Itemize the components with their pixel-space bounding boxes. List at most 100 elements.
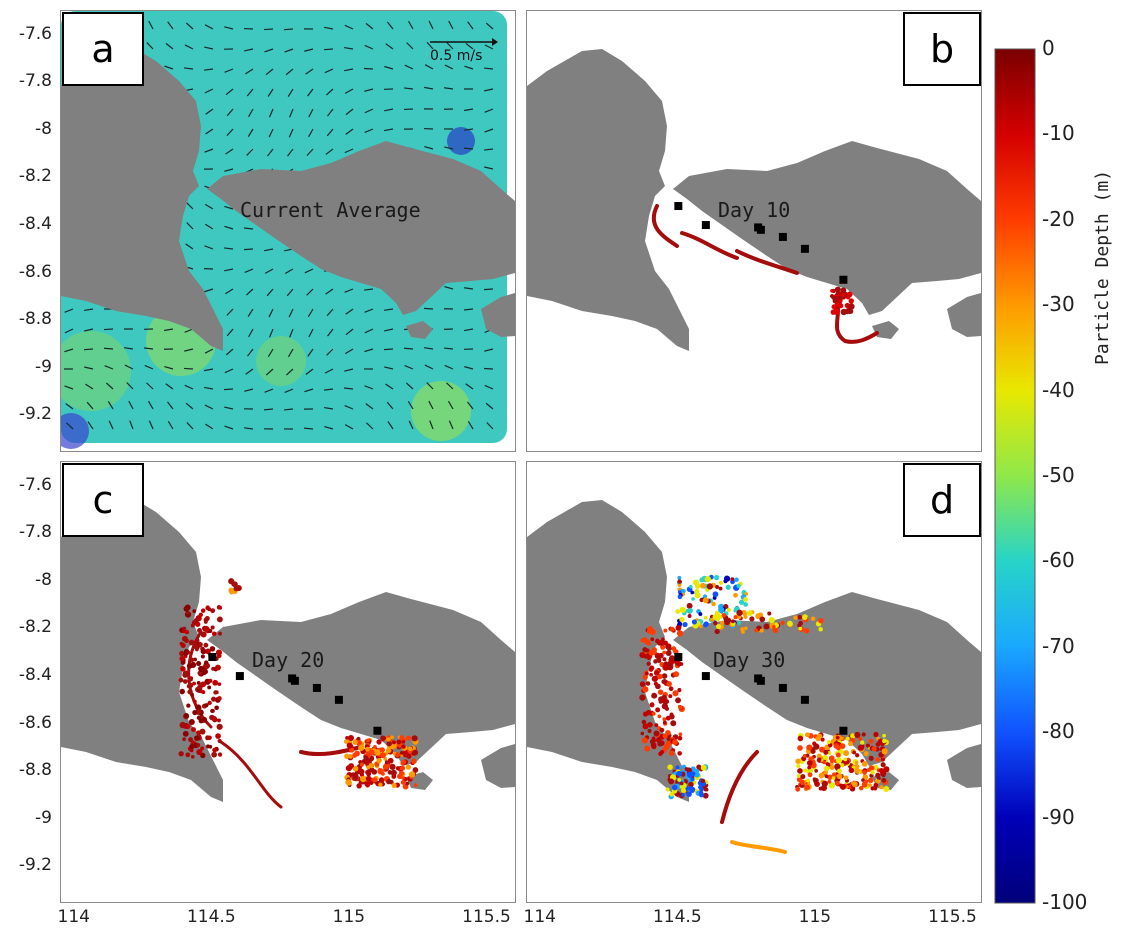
particle: [858, 785, 864, 791]
land-java: [61, 500, 223, 802]
current-vector-arrow: [446, 42, 454, 50]
current-vector-arrow: [245, 68, 254, 75]
colorbar-tick-label: -80: [1042, 719, 1075, 744]
particle: [183, 712, 189, 719]
particle: [197, 670, 203, 676]
particle: [835, 752, 841, 758]
particle: [881, 773, 886, 778]
particle: [807, 765, 812, 770]
particle: [380, 752, 386, 759]
current-vector-arrow: [423, 307, 434, 310]
current-vector-arrow: [325, 148, 334, 155]
particle: [862, 770, 867, 775]
particle: [197, 628, 202, 633]
x-tick-label: 115.5: [928, 907, 977, 927]
current-vector-arrow: [225, 88, 234, 96]
current-vector-arrow: [264, 248, 274, 252]
particle: [218, 605, 223, 610]
release-station-marker: [800, 695, 809, 704]
particle: [187, 689, 193, 695]
particle: [661, 678, 668, 685]
current-vector-arrow: [345, 328, 354, 336]
particle: [686, 791, 692, 797]
particle: [828, 755, 835, 762]
particle: [691, 619, 697, 625]
current-vector-arrow: [225, 148, 234, 155]
particle: [392, 740, 396, 745]
current-vector-arrow: [325, 88, 334, 96]
particle: [201, 690, 206, 695]
particle: [412, 749, 419, 756]
particle: [706, 583, 714, 590]
particle: [700, 764, 707, 771]
particle: [386, 778, 392, 785]
current-vector-arrow: [344, 88, 354, 94]
y-tick-label: -9: [35, 807, 52, 828]
release-station-marker: [839, 726, 848, 735]
particle: [211, 751, 218, 758]
particle: [868, 755, 874, 761]
particle: [649, 739, 655, 745]
particle: [210, 708, 215, 713]
particle: [411, 758, 417, 764]
current-vector-arrow: [244, 388, 254, 392]
colorbar: [994, 48, 1036, 904]
current-vector-arrow: [426, 41, 434, 50]
current-vector-arrow: [184, 328, 194, 333]
particle: [833, 308, 840, 315]
particle: [212, 747, 217, 753]
current-vector-arrow: [364, 328, 374, 334]
current-vector-arrow: [444, 364, 454, 370]
current-vector-arrow: [485, 22, 494, 30]
particle: [797, 768, 803, 774]
current-vector-arrow: [467, 421, 474, 430]
particle: [200, 681, 207, 688]
particle: [827, 774, 833, 780]
particle: [677, 778, 682, 782]
particle: [742, 611, 748, 617]
panel-a-current-average: [60, 10, 516, 452]
current-vector-arrow: [288, 128, 294, 138]
particle: [736, 583, 741, 589]
particle: [189, 743, 195, 750]
particle: [687, 608, 693, 614]
particle: [873, 731, 879, 738]
particle: [720, 620, 725, 625]
current-vector-arrow: [224, 268, 234, 272]
particle: [699, 597, 704, 603]
particle: [702, 792, 709, 799]
current-vector-arrow: [404, 365, 414, 370]
current-vector-arrow: [404, 64, 414, 70]
particle: [368, 749, 375, 756]
current-vector-arrow: [223, 247, 234, 250]
current-vector-arrow: [186, 202, 194, 210]
particle: [192, 681, 197, 686]
particle: [724, 575, 731, 582]
particle: [360, 775, 367, 783]
particle: [715, 584, 720, 589]
particle: [408, 771, 416, 778]
particle: [376, 757, 382, 764]
particle: [713, 620, 718, 626]
current-vector-arrow: [428, 400, 434, 410]
particle: [845, 736, 850, 741]
current-vector-arrow: [148, 420, 154, 430]
current-vector-arrow: [263, 408, 274, 411]
particle: [733, 592, 738, 598]
colorbar-tick-label: -60: [1042, 548, 1075, 573]
particle: [815, 735, 821, 742]
particle: [702, 597, 709, 604]
current-vector-arrow: [307, 348, 314, 357]
particle: [795, 786, 801, 792]
particle: [196, 743, 201, 748]
particle: [839, 783, 846, 790]
particle: [832, 295, 839, 303]
current-vector-arrow: [224, 26, 234, 30]
particle: [829, 764, 835, 770]
particle: [713, 575, 720, 581]
particle: [366, 738, 370, 743]
particle: [182, 730, 189, 737]
current-vector-arrow: [263, 28, 274, 31]
current-vector-arrow: [325, 288, 334, 295]
current-vector-arrow: [344, 348, 354, 355]
